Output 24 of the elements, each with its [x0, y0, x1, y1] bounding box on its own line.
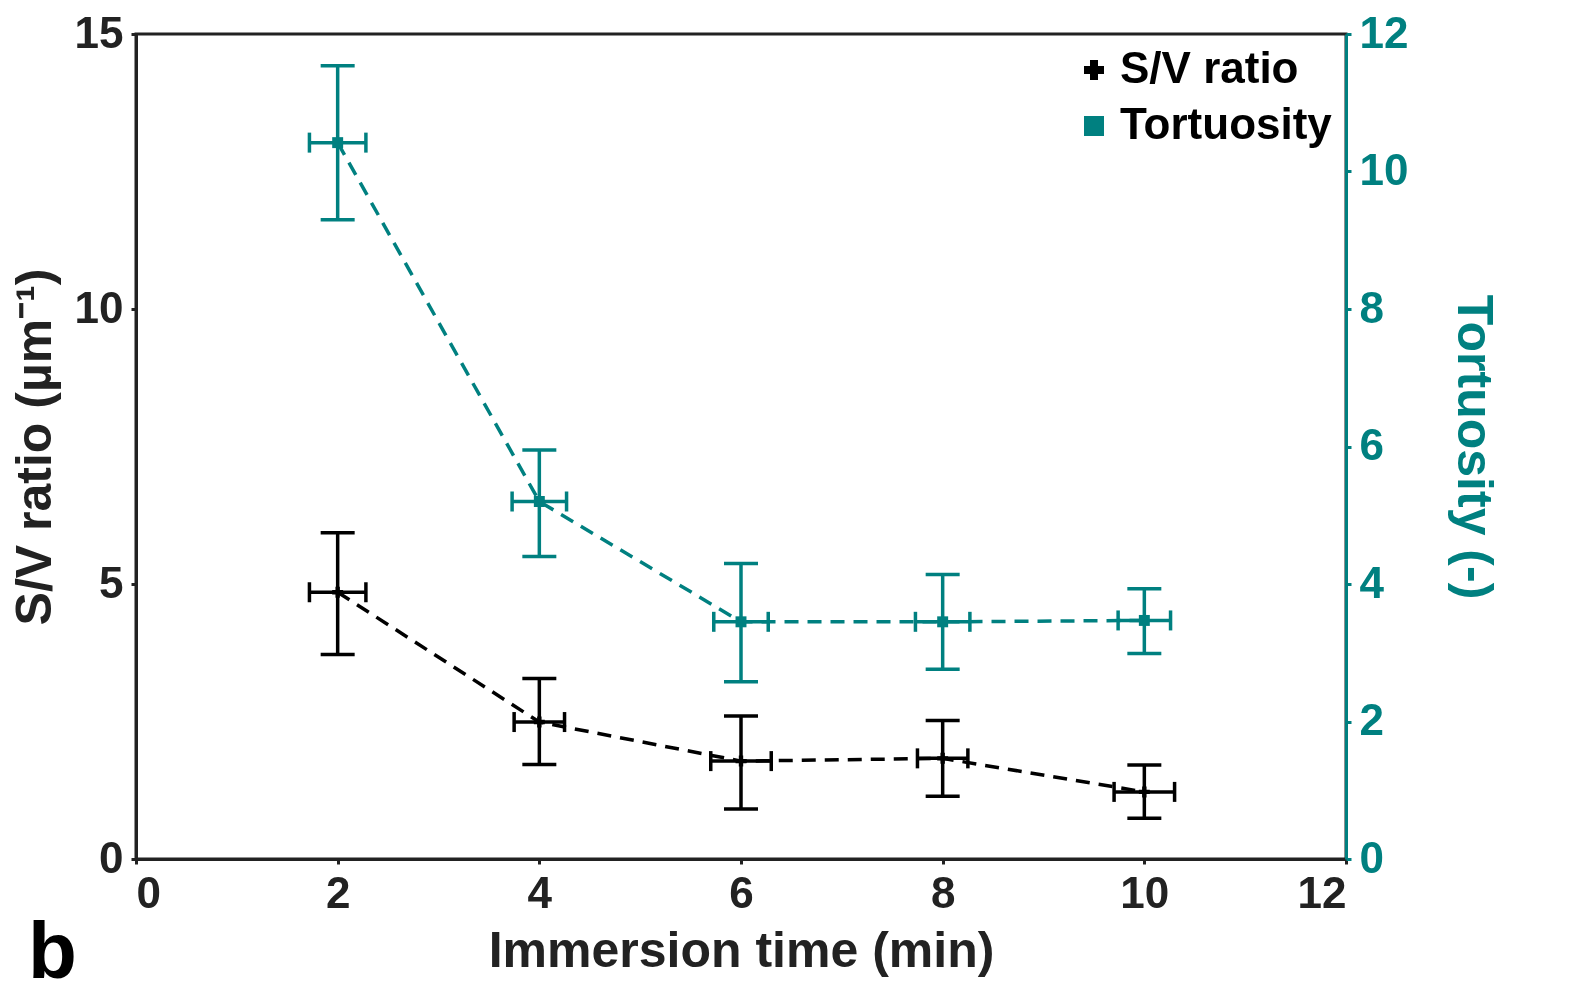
x-tick-label: 4	[527, 867, 553, 917]
x-tick-label: 0	[136, 867, 161, 917]
y2-axis-title: Tortuosity (-)	[1447, 294, 1504, 600]
y2-tick-label: 10	[1359, 145, 1409, 194]
y2-tick-label: 2	[1359, 695, 1384, 744]
x-axis-title: Immersion time (min)	[488, 921, 995, 978]
y-tick-label: 5	[99, 557, 124, 607]
y-tick-label: 10	[74, 282, 124, 332]
legend-label: Tortuosity	[1120, 99, 1333, 148]
x-tick-label: 10	[1120, 867, 1170, 917]
y-axis-title: S/V ratio (µm⁻¹)	[5, 268, 62, 626]
y-tick-label: 15	[74, 7, 124, 57]
x-tick-label: 2	[325, 867, 351, 917]
y2-tick-label: 12	[1359, 7, 1409, 57]
x-tick-label: 12	[1297, 867, 1347, 917]
x-tick-label: 6	[729, 867, 754, 917]
y2-tick-label: 8	[1359, 282, 1384, 332]
text: b	[28, 905, 77, 997]
y2-tick-label: 4	[1359, 557, 1385, 607]
y2-tick-label: 0	[1359, 832, 1384, 882]
y-tick-label: 0	[99, 832, 124, 882]
legend-label: S/V ratio	[1120, 43, 1299, 92]
x-tick-label: 8	[930, 867, 956, 917]
y2-tick-label: 6	[1359, 420, 1384, 469]
